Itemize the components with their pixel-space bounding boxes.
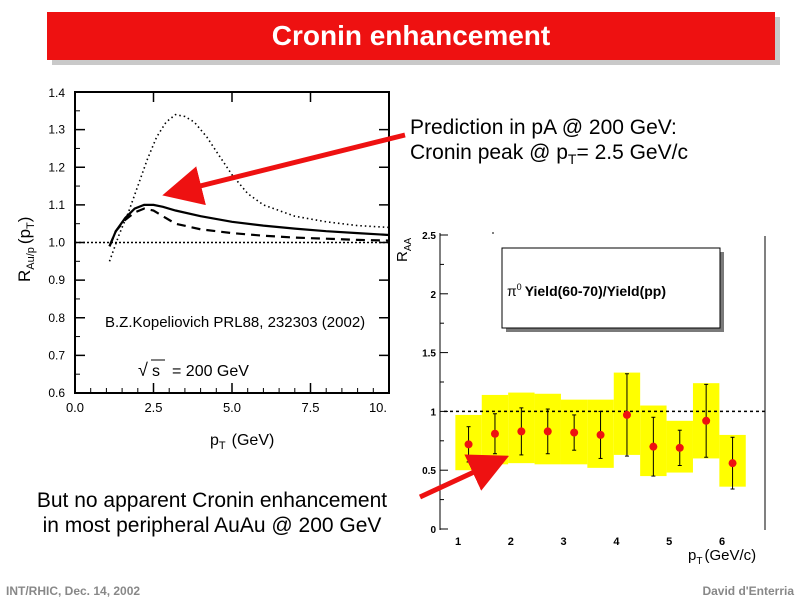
measurement-x-tick-label: 2 xyxy=(508,536,514,548)
prediction-x-tick-label: 5.0 xyxy=(223,400,241,415)
measurement-y-ticks xyxy=(440,234,448,530)
prediction-x-ticks xyxy=(74,92,390,393)
prediction-callout-line2: Cronin peak @ pT= 2.5 GeV/c xyxy=(410,140,688,172)
prediction-callout-sub: T xyxy=(567,151,577,168)
measurement-legend-box xyxy=(501,247,721,329)
footer-venue: INT/RHIC, Dec. 14, 2002 xyxy=(6,584,141,598)
measurement-y-tick-label: 2 xyxy=(430,290,436,301)
prediction-callout: Prediction in pA @ 200 GeV: Cronin peak … xyxy=(410,115,688,172)
observation-callout-line2: in most peripheral AuAu @ 200 GeV xyxy=(42,514,382,537)
prediction-curve-dotted xyxy=(108,113,390,262)
data-point xyxy=(543,427,552,436)
prediction-x-tick-label: 10. xyxy=(369,400,387,415)
measurement-y-axis-label-main: R xyxy=(394,251,411,262)
measurement-y-tick-labels: 0 0.5 1 1.5 2 2.5 xyxy=(422,231,436,536)
measurement-legend: π0 Yield(60-70)/Yield(pp) xyxy=(501,247,724,332)
data-point xyxy=(517,427,526,436)
prediction-annotation: B.Z.Kopeliovich PRL88, 232303 (2002) xyxy=(105,314,365,331)
prediction-x-tick-labels: 0.0 2.5 5.0 7.5 10. xyxy=(66,400,387,415)
prediction-callout-suffix: = 2.5 GeV/c xyxy=(576,141,688,164)
energy-label-sqrt: √ xyxy=(138,360,148,380)
title-bar: Cronin enhancement xyxy=(47,12,775,60)
measurement-y-axis-label-sub: AA xyxy=(403,237,414,251)
prediction-x-axis-label-sub: T xyxy=(219,440,226,452)
prediction-y-tick-label: 1.0 xyxy=(48,236,65,250)
measurement-y-tick-label: 0 xyxy=(430,525,436,536)
measurement-y-axis-label: RAA xyxy=(394,237,414,262)
prediction-curve-dashed xyxy=(108,207,390,247)
measurement-legend-text: π0 Yield(60-70)/Yield(pp) xyxy=(507,282,666,299)
data-point xyxy=(490,429,499,438)
prediction-y-tick-label: 0.7 xyxy=(48,348,65,362)
measurement-x-tick-label: 1 xyxy=(455,536,461,548)
prediction-curve-solid xyxy=(108,203,390,247)
data-point xyxy=(596,430,605,439)
prediction-y-tick-labels: 0.6 0.7 0.8 0.9 1.0 1.1 1.2 1.3 1.4 xyxy=(48,86,65,400)
prediction-callout-line1: Prediction in pA @ 200 GeV: xyxy=(410,116,677,139)
measurement-x-tick-label: 4 xyxy=(613,536,620,548)
measurement-x-tick-label: 3 xyxy=(561,536,567,548)
measurement-y-tick-label: 1.5 xyxy=(422,349,436,360)
prediction-curves xyxy=(108,113,390,262)
prediction-x-tick-label: 2.5 xyxy=(144,400,162,415)
prediction-y-tick-label: 1.1 xyxy=(48,198,65,212)
observation-callout-line1: But no apparent Cronin enhancement xyxy=(36,489,388,512)
data-point xyxy=(728,459,737,468)
prediction-y-tick-label: 0.9 xyxy=(48,273,65,287)
measurement-x-tick-label: 5 xyxy=(666,536,672,548)
data-point xyxy=(622,410,631,419)
measurement-x-axis-label-main: p xyxy=(688,547,696,564)
data-point xyxy=(464,440,473,449)
prediction-x-axis-label-main: p xyxy=(210,432,219,449)
footer-author: David d'Enterria xyxy=(702,584,794,598)
measurement-x-axis-label-unit: (GeV/c) xyxy=(704,547,756,564)
data-point xyxy=(649,442,658,451)
energy-label-value: = 200 GeV xyxy=(172,363,249,380)
prediction-x-axis-label-unit: (GeV) xyxy=(232,432,275,449)
legend-symbol: π xyxy=(507,283,517,299)
measurement-x-tick-labels: 1 2 3 4 5 6 xyxy=(455,536,725,548)
observation-arrow xyxy=(418,454,510,500)
prediction-arrow xyxy=(162,132,406,206)
prediction-y-axis-label-close: ) xyxy=(15,217,34,223)
measurement-y-tick-label: 1 xyxy=(430,407,436,418)
measurement-y-tick-label: 0.5 xyxy=(422,466,436,477)
prediction-y-axis-label-arg-sub: T xyxy=(25,222,37,229)
legend-symbol-sup: 0 xyxy=(517,282,522,292)
slide-title: Cronin enhancement xyxy=(271,20,551,51)
prediction-y-tick-label: 1.4 xyxy=(48,86,65,100)
prediction-y-axis-label-main: R xyxy=(15,270,34,282)
prediction-callout-prefix: Cronin peak @ p xyxy=(410,141,568,164)
prediction-x-axis-label: pT (GeV) xyxy=(210,432,274,452)
prediction-x-tick-label: 7.5 xyxy=(301,400,319,415)
prediction-y-axis-label: RAu/p (pT) xyxy=(15,217,37,282)
energy-label: √ s = 200 GeV xyxy=(138,359,249,380)
prediction-y-tick-label: 0.8 xyxy=(48,311,65,325)
prediction-y-tick-label: 1.2 xyxy=(48,160,65,174)
observation-callout: But no apparent Cronin enhancement in mo… xyxy=(24,488,400,538)
prediction-y-axis-label-sub: Au/p xyxy=(25,247,37,270)
prediction-y-tick-label: 1.3 xyxy=(48,123,65,137)
data-point xyxy=(702,416,711,425)
measurement-x-axis-label: pT (GeV/c) xyxy=(688,547,756,567)
measurement-y-tick-label: 2.5 xyxy=(422,231,436,242)
prediction-plot: 0.0 2.5 5.0 7.5 10. 0.6 0.7 0.8 0.9 1.0 1.1 1.2 1.3… xyxy=(15,86,390,452)
energy-label-s: s xyxy=(152,363,160,380)
measurement-x-axis-label-sub: T xyxy=(696,556,702,567)
prediction-x-tick-label: 0.0 xyxy=(66,400,84,415)
data-point xyxy=(675,443,684,452)
data-point xyxy=(570,428,579,437)
prediction-y-axis-label-arg: (p xyxy=(15,229,34,244)
measurement-x-tick-label: 6 xyxy=(719,536,725,548)
prediction-y-tick-label: 0.6 xyxy=(48,386,65,400)
legend-label: Yield(60-70)/Yield(pp) xyxy=(525,283,666,299)
